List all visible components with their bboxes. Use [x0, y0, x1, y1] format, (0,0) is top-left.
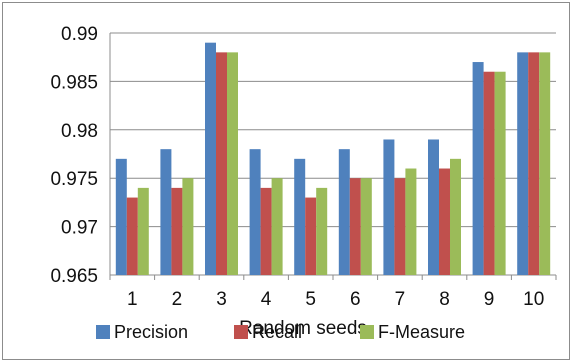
bar-f-measure — [494, 71, 506, 275]
y-tick-label: 0.965 — [50, 266, 98, 287]
y-tick-label: 0.98 — [61, 121, 98, 142]
legend: Precision Recall F-Measure — [96, 322, 465, 342]
bar-f-measure — [450, 158, 461, 275]
legend-swatch — [96, 325, 110, 339]
legend-swatch — [360, 325, 374, 339]
bar-f-measure — [137, 187, 149, 275]
bar-f-measure — [182, 178, 194, 275]
y-tick-label: 0.985 — [50, 72, 98, 93]
x-tick-label: 6 — [350, 289, 361, 310]
bar-precision — [517, 52, 529, 275]
bar-precision — [205, 42, 216, 276]
bar-f-measure — [360, 178, 372, 275]
x-tick-label: 10 — [523, 289, 544, 310]
bar-recall — [439, 168, 450, 275]
bar-f-measure — [405, 168, 417, 275]
x-tick-label: 1 — [127, 289, 138, 310]
bars — [115, 42, 551, 276]
bar-recall — [216, 52, 227, 275]
x-tick-label: 7 — [395, 289, 406, 310]
bar-precision — [115, 158, 127, 275]
bar-precision — [428, 139, 439, 275]
bar-precision — [160, 149, 172, 275]
bar-recall — [528, 52, 540, 275]
legend-label: Recall — [252, 322, 302, 342]
bar-f-measure — [539, 52, 551, 275]
y-tick-label: 0.99 — [61, 24, 98, 45]
legend-swatch — [234, 325, 248, 339]
bar-recall — [260, 187, 272, 275]
bar-precision — [249, 149, 261, 275]
bar-precision — [294, 158, 306, 275]
bar-f-measure — [227, 52, 238, 275]
bar-recall — [483, 71, 495, 275]
y-tick-label: 0.97 — [61, 218, 98, 239]
x-tick-label: 4 — [261, 289, 272, 310]
x-axis-label: Random seeds — [239, 318, 367, 339]
x-tick-label: 9 — [484, 289, 495, 310]
x-tick-label: 3 — [216, 289, 227, 310]
bar-recall — [171, 187, 183, 275]
bar-precision — [383, 139, 395, 275]
y-tick-label: 0.975 — [50, 169, 98, 190]
x-tick-label: 8 — [439, 289, 450, 310]
legend-label: Precision — [114, 322, 188, 342]
bar-recall — [394, 178, 406, 275]
bar-f-measure — [271, 178, 283, 275]
bar-precision — [472, 62, 484, 275]
bar-recall — [305, 197, 317, 275]
bar-recall — [349, 178, 361, 275]
bar-recall — [126, 197, 138, 275]
x-tick-label: 5 — [305, 289, 316, 310]
bar-precision — [338, 149, 350, 275]
tick-labels: 0.965 0.97 0.975 0.98 0.985 0.99 1 2 3 4 5 6 7 8 9 10 — [50, 24, 544, 310]
bar-f-measure — [316, 187, 328, 275]
legend-label: F-Measure — [378, 322, 465, 342]
x-tick-label: 2 — [172, 289, 183, 310]
